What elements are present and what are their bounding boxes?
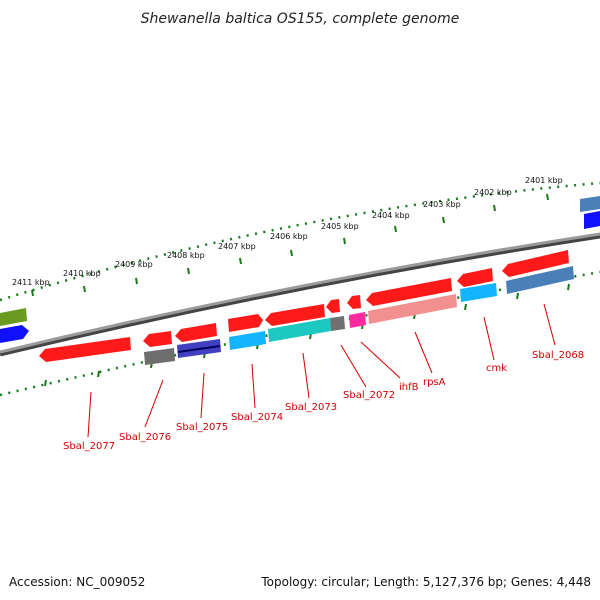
gene-arrow-sbal-2077 xyxy=(39,337,131,362)
major-tick xyxy=(343,237,346,245)
tick-label: 2410 kbp xyxy=(63,269,101,278)
genome-backbone xyxy=(0,232,600,354)
tick-label: 2411 kbp xyxy=(12,278,50,287)
leader-line xyxy=(414,331,433,374)
gene-arrow-cmk xyxy=(457,268,493,287)
gene-label: Sbal_2076 xyxy=(119,432,171,443)
tick-label: 2405 kbp xyxy=(321,222,359,231)
inner-tick xyxy=(464,303,467,311)
leader-line xyxy=(302,352,310,399)
gene-arrow-blue-top xyxy=(584,211,600,229)
gene-label: Sbal_2072 xyxy=(343,390,395,401)
leader-line xyxy=(200,372,205,419)
inner-tick xyxy=(567,283,570,291)
major-tick xyxy=(493,204,496,212)
leader-line xyxy=(251,363,256,409)
major-tick xyxy=(394,225,397,233)
gene-arrow-sbal-2076 xyxy=(143,331,172,347)
gene-arrow-blue xyxy=(0,325,29,343)
gene-label: Sbal_2075 xyxy=(176,422,228,433)
gene-arrow-sbal-2075 xyxy=(175,323,217,342)
tick-label: 2407 kbp xyxy=(218,242,256,251)
major-tick xyxy=(31,289,34,297)
gene-label: rpsA xyxy=(423,377,446,388)
gene-block-steel xyxy=(506,266,574,294)
genome-summary-text: Topology: circular; Length: 5,127,376 bp… xyxy=(260,575,591,589)
major-tick xyxy=(239,257,242,265)
leader-line xyxy=(144,379,164,428)
tick-label: 2406 kbp xyxy=(270,232,308,241)
gene-block-cyan-2 xyxy=(460,283,497,302)
leader-line xyxy=(543,303,556,346)
gene-block-grey-2 xyxy=(330,316,345,331)
gene-label: ihfB xyxy=(399,382,419,393)
backbone-shadow xyxy=(0,233,600,357)
gene-arrow-sbal-2068 xyxy=(502,250,569,277)
gene-arrow-sbal-2074 xyxy=(228,314,263,332)
major-tick xyxy=(442,216,445,224)
inner-tick xyxy=(516,292,519,300)
gene-arrow-sbal-2073 xyxy=(265,304,325,326)
gene-arrow-olive xyxy=(0,308,27,326)
major-tick xyxy=(546,193,549,201)
gene-arrow-small-1 xyxy=(326,299,340,313)
gene-label: cmk xyxy=(486,363,507,374)
tick-label: 2402 kbp xyxy=(474,188,512,197)
gene-label: Sbal_2068 xyxy=(532,350,584,361)
leader-line xyxy=(340,344,367,388)
tick-label: 2408 kbp xyxy=(167,251,205,260)
gene-arrow-rpsA xyxy=(366,278,452,306)
leader-line xyxy=(87,391,92,438)
leader-line xyxy=(483,316,495,361)
outer-tick-ring xyxy=(0,181,600,302)
major-tick xyxy=(187,267,190,275)
gene-block-pink xyxy=(368,294,457,324)
leader-line xyxy=(360,341,401,379)
gene-block-stripe xyxy=(177,345,221,353)
gene-arrow-small-2 xyxy=(347,295,361,309)
major-ticks xyxy=(31,193,549,297)
leader-lines xyxy=(87,303,556,438)
major-tick xyxy=(290,249,293,257)
gene-block-grey-1 xyxy=(144,348,175,365)
gene-arrow-steel-top xyxy=(580,196,600,212)
gene-label: Sbal_2074 xyxy=(231,412,283,423)
major-tick xyxy=(135,277,138,285)
gene-label: Sbal_2073 xyxy=(285,402,337,413)
gene-label: Sbal_2077 xyxy=(63,441,115,452)
tick-label: 2409 kbp xyxy=(115,260,153,269)
reverse-strand xyxy=(144,266,574,365)
inner-tick xyxy=(44,379,47,387)
inner-tick xyxy=(97,370,100,378)
gene-block-teal xyxy=(268,318,331,342)
tick-label: 2404 kbp xyxy=(372,211,410,220)
gene-block-magenta xyxy=(349,312,366,328)
tick-label: 2403 kbp xyxy=(423,200,461,209)
accession-text: Accession: NC_009052 xyxy=(9,575,145,589)
tick-label: 2401 kbp xyxy=(525,176,563,185)
major-tick xyxy=(83,285,86,293)
gene-block-cyan-1 xyxy=(229,331,266,350)
forward-strand xyxy=(0,196,600,362)
map-title: Shewanella baltica OS155, complete genom… xyxy=(141,11,460,27)
